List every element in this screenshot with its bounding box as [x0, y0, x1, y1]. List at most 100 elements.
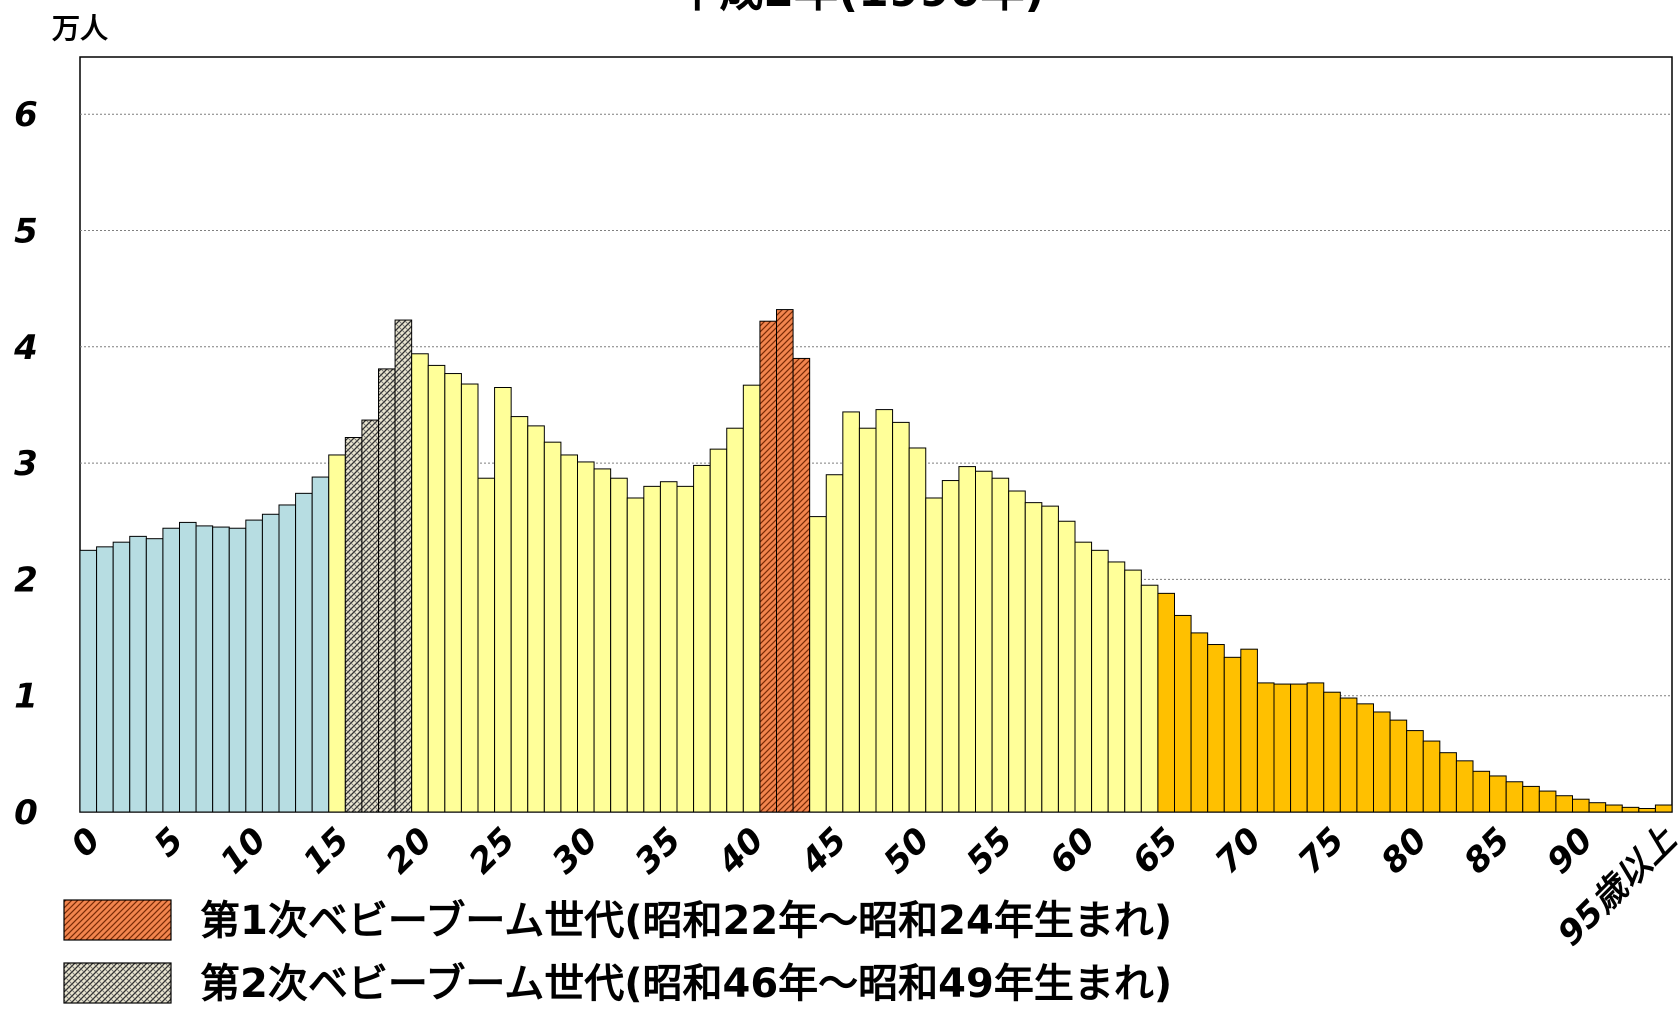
bar-age-44 — [809, 516, 827, 813]
x-tick-label: 90 — [1539, 820, 1601, 882]
bar-age-20 — [411, 353, 429, 813]
legend-swatch — [63, 962, 172, 1004]
bar-age-4 — [145, 538, 164, 813]
bar-age-54 — [975, 470, 993, 813]
bar-age-60 — [1074, 541, 1093, 813]
bar-age-49 — [892, 421, 910, 813]
bar-age-43 — [792, 357, 811, 813]
bar-age-93 — [1621, 806, 1640, 813]
x-tick-label: 5 — [147, 820, 192, 865]
bar-age-70 — [1240, 648, 1258, 813]
bar-age-48 — [875, 409, 894, 813]
x-tick-label: 75 — [1291, 820, 1353, 882]
bar-age-33 — [626, 497, 645, 813]
y-tick-label: 4 — [13, 328, 38, 368]
x-tick-label: 0 — [64, 820, 109, 865]
bar-age-26 — [510, 416, 529, 813]
bar-age-65 — [1157, 592, 1176, 813]
x-tick-label: 35 — [627, 820, 689, 882]
bar-age-72 — [1273, 683, 1292, 813]
bar-age-73 — [1290, 683, 1308, 813]
bar-age-69 — [1223, 656, 1242, 813]
x-tick-label: 50 — [876, 820, 938, 882]
x-tick-label: 55 — [959, 820, 1021, 882]
bar-age-86 — [1505, 781, 1524, 813]
bar-age-37 — [693, 464, 711, 813]
x-tick-label: 70 — [1208, 820, 1270, 882]
bar-age-78 — [1373, 711, 1391, 813]
bar-age-12 — [278, 504, 297, 813]
bar-age-50 — [908, 447, 927, 813]
bar-age-63 — [1124, 569, 1142, 813]
bar-age-56 — [1008, 490, 1026, 813]
bar-age-3 — [129, 535, 147, 813]
y-tick-label: 0 — [14, 793, 38, 833]
bar-age-91 — [1588, 802, 1607, 813]
y-tick-label: 5 — [14, 212, 38, 252]
x-tick-label: 10 — [213, 820, 275, 882]
bar-age-0 — [79, 549, 98, 813]
bar-age-8 — [212, 526, 230, 813]
x-tick-label: 45 — [792, 820, 854, 882]
x-tick-label: 65 — [1125, 820, 1187, 882]
bar-age-52 — [941, 480, 960, 813]
bar-age-55 — [991, 477, 1010, 813]
bar-age-40 — [742, 384, 761, 813]
bar-age-66 — [1174, 614, 1192, 813]
x-tick-label: 25 — [462, 820, 524, 882]
bar-age-1 — [96, 546, 114, 813]
bar-age-87 — [1522, 785, 1540, 813]
bar-age-45 — [825, 474, 844, 813]
bar-age-29 — [560, 454, 578, 813]
bar-age-79 — [1389, 719, 1408, 813]
bar-age-32 — [610, 477, 628, 813]
y-tick-label: 2 — [14, 560, 38, 600]
x-tick-label: 60 — [1042, 820, 1104, 882]
bar-age-77 — [1356, 703, 1375, 813]
bar-age-24 — [477, 477, 496, 813]
bar-age-6 — [179, 521, 197, 813]
bar-age-82 — [1439, 752, 1457, 813]
bar-age-17 — [361, 419, 380, 813]
bar-age-10 — [245, 519, 263, 813]
bar-age-80 — [1406, 730, 1424, 813]
bar-age-35 — [659, 481, 678, 813]
bar-age-5 — [162, 527, 180, 813]
bar-age-51 — [925, 497, 943, 813]
y-tick-label: 3 — [14, 444, 38, 484]
bar-age-68 — [1207, 644, 1225, 813]
bar-age-90 — [1572, 798, 1590, 813]
bar-age-31 — [593, 468, 612, 813]
bar-age-42 — [776, 309, 794, 813]
bar-age-39 — [726, 427, 744, 813]
bar-age-74 — [1306, 682, 1325, 813]
bar-age-57 — [1024, 502, 1043, 813]
bar-age-22 — [444, 373, 462, 813]
bar-age-92 — [1605, 804, 1623, 813]
x-tick-label: 30 — [544, 820, 606, 882]
bar-age-76 — [1339, 697, 1358, 813]
bar-age-21 — [427, 364, 446, 813]
bar-age-27 — [527, 425, 545, 813]
bar-age-83 — [1455, 760, 1474, 813]
chart-title: 平成2年(1990年) — [675, 0, 1044, 17]
bar-age-47 — [858, 427, 877, 813]
bar-age-89 — [1555, 795, 1574, 813]
bar-age-13 — [295, 492, 313, 813]
bar-age-53 — [958, 466, 976, 813]
bar-age-25 — [494, 387, 512, 813]
bar-age-9 — [228, 527, 247, 813]
legend: 第1次ベビーブーム世代(昭和22年〜昭和24年生まれ) 第2次ベビーブーム世代(昭… — [63, 898, 1172, 1007]
bar-age-64 — [1140, 584, 1159, 813]
bar-age-34 — [643, 485, 661, 813]
bar-age-16 — [344, 437, 363, 813]
legend-label: 第1次ベビーブーム世代(昭和22年〜昭和24年生まれ) — [200, 898, 1172, 944]
bar-age-61 — [1091, 549, 1109, 813]
bar-age-7 — [195, 525, 214, 813]
bar-age-67 — [1190, 632, 1209, 813]
bar-age-14 — [311, 476, 330, 813]
bar-series — [79, 309, 1673, 813]
bar-age-18 — [378, 368, 396, 813]
bar-age-81 — [1422, 740, 1441, 813]
